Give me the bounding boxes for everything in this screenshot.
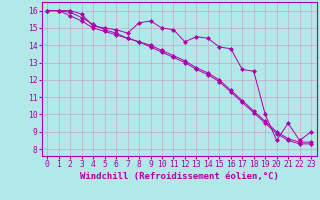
X-axis label: Windchill (Refroidissement éolien,°C): Windchill (Refroidissement éolien,°C) [80, 172, 279, 181]
